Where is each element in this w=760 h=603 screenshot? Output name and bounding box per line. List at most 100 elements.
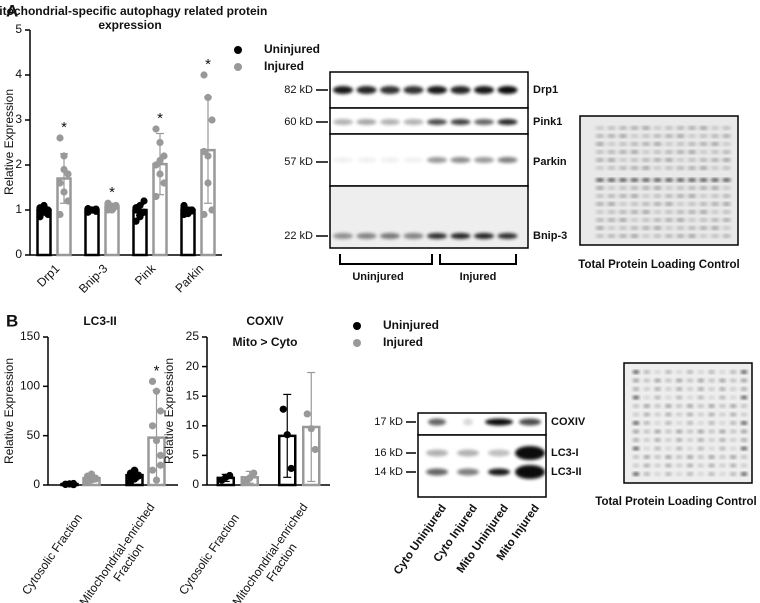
blot-label: Total Protein Loading Control [595, 496, 756, 508]
data-point [152, 192, 160, 201]
blot-band [664, 379, 672, 382]
blot-band [595, 194, 605, 198]
blot-band [643, 438, 651, 442]
blot-band [618, 150, 628, 154]
blot-band [333, 86, 353, 94]
blot-band [653, 150, 662, 154]
blot-band [687, 202, 697, 206]
y-tick-label: 4 [15, 67, 22, 81]
data-point [148, 466, 157, 474]
data-point [208, 116, 216, 124]
blot-band [450, 86, 471, 94]
blot-band [450, 119, 471, 125]
blot-band [654, 464, 662, 467]
blot-band [664, 218, 674, 222]
blot-band [654, 421, 662, 425]
blot-band [697, 472, 705, 476]
blot-band [722, 194, 731, 198]
blot-band [595, 234, 605, 238]
blot-band [675, 370, 683, 374]
blot-band [595, 202, 605, 206]
blot-band [450, 157, 471, 163]
blot-band [710, 166, 720, 170]
blot-band [643, 387, 651, 391]
data-point [60, 165, 68, 174]
blot-band [654, 447, 662, 450]
blot-band [333, 233, 353, 239]
blot-band [632, 438, 640, 442]
blot-band [740, 472, 748, 476]
blot-band [630, 218, 639, 222]
blot-band [653, 202, 662, 206]
blot-band [708, 421, 716, 425]
blot-band [654, 404, 662, 408]
blot-band [718, 438, 726, 442]
blot-band [632, 430, 640, 433]
blot-band [710, 178, 720, 182]
blot-band [687, 234, 697, 238]
blot-band [654, 438, 662, 442]
blot-label: Pink1 [533, 116, 562, 128]
blot-band [474, 233, 494, 239]
blot-label: Cyto Uninjured [392, 503, 449, 577]
data-point [180, 201, 188, 210]
group-bracket [439, 254, 517, 265]
blot-band [676, 210, 685, 214]
blot-band [641, 226, 651, 230]
blot-band [630, 178, 639, 182]
y-tick-label: 25 [186, 329, 200, 343]
blot-band [497, 119, 518, 125]
blot-band [607, 226, 616, 230]
blot-band [729, 464, 737, 467]
blot-band [697, 438, 705, 442]
blot-band [403, 86, 424, 94]
blot-band [722, 142, 731, 146]
blot-band [618, 210, 628, 214]
blot-band [632, 455, 640, 459]
blot-band [675, 396, 683, 399]
blot-band [729, 404, 737, 408]
blot-band [641, 234, 651, 238]
blot-band [675, 464, 683, 467]
blot-band [686, 438, 694, 442]
blot-band [675, 404, 683, 408]
y-tick-label: 0 [192, 477, 199, 491]
data-point [152, 125, 160, 133]
blot-band [474, 86, 494, 94]
blot-band [686, 421, 694, 425]
data-point [200, 71, 208, 79]
blot-band [664, 404, 672, 408]
blot-label: Bnip-3 [533, 230, 567, 242]
blot-label: 57 kD [284, 156, 313, 168]
data-point [83, 477, 92, 485]
blot-band [654, 370, 662, 374]
blot-band [710, 194, 720, 198]
data-point [136, 210, 144, 219]
blot-band [740, 464, 748, 467]
blot-band [654, 379, 662, 382]
blot-band [686, 396, 694, 399]
blot-band [426, 449, 448, 457]
chart-title: COXIV [246, 314, 283, 328]
blot-band [729, 438, 737, 442]
data-point [132, 204, 140, 212]
blot-band [488, 468, 510, 476]
blot-band [643, 379, 651, 382]
data-point [204, 179, 212, 187]
blot-band [485, 418, 513, 426]
data-point [246, 474, 254, 482]
blot-band [675, 379, 683, 382]
blot-band [708, 472, 716, 476]
y-tick-label: 100 [20, 379, 40, 393]
blot-band [708, 379, 716, 382]
blot-band [653, 226, 662, 230]
blot-band [380, 119, 400, 125]
x-tick-label: Bnip-3 [76, 261, 111, 296]
blot-band [675, 438, 683, 442]
blot-band [356, 157, 377, 163]
blot-band [630, 234, 639, 238]
data-point [152, 476, 161, 484]
blot-band [697, 464, 705, 467]
blot-band [708, 413, 716, 416]
blot-band [664, 158, 674, 162]
